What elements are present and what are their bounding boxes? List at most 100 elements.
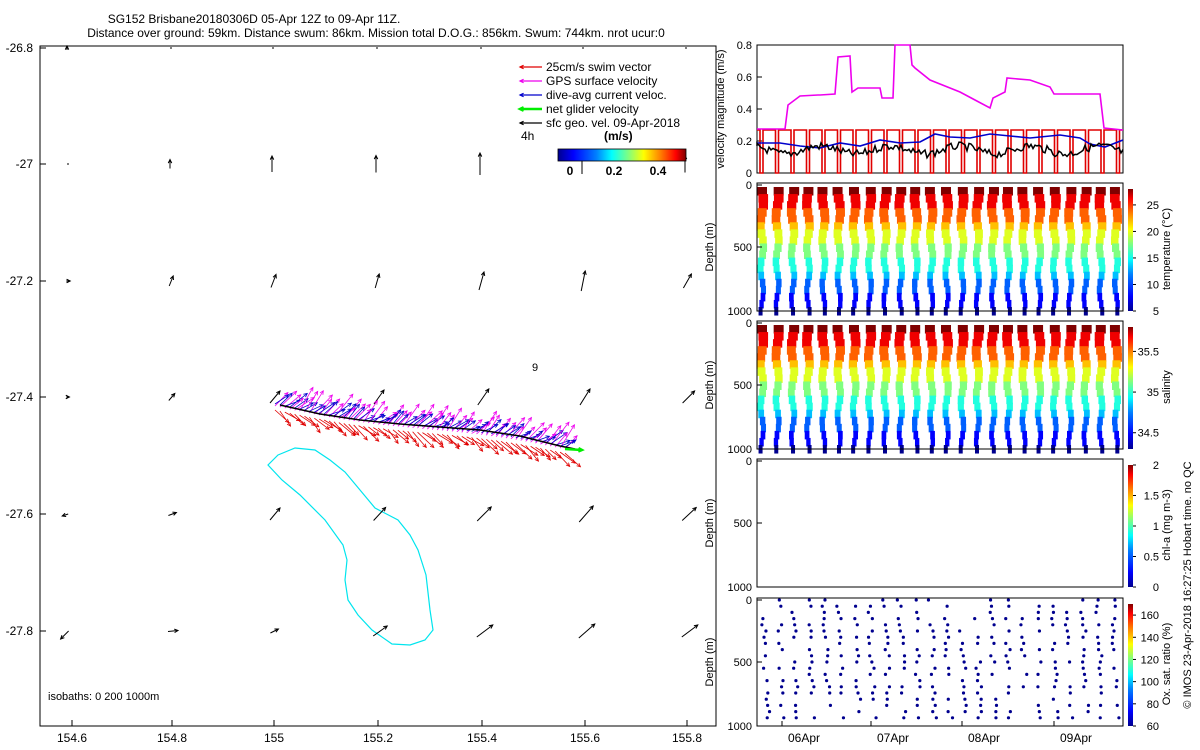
swim-vector — [343, 423, 357, 436]
salinity-sample — [926, 374, 935, 383]
current-vector-head — [360, 406, 366, 411]
salinity-sample — [957, 395, 965, 405]
temperature-sample — [975, 236, 983, 245]
oxygen-sample — [963, 697, 967, 701]
current-vector-head — [370, 415, 376, 420]
swim-vector-shaft — [486, 438, 498, 450]
temperature-sample — [987, 208, 997, 217]
oxygen-sample — [945, 629, 949, 633]
oxygen-sample — [898, 629, 902, 633]
map-x-tick-label: 154.6 — [57, 731, 87, 745]
temperature-sample — [771, 208, 781, 217]
temperature-sample — [1050, 229, 1059, 238]
current-vector-head — [571, 439, 577, 444]
temperature-sample — [804, 229, 813, 238]
temperature-sample — [868, 278, 874, 288]
gps-vector-shaft — [466, 419, 483, 434]
geo-vector-head — [61, 512, 67, 518]
swim-vector-head — [493, 445, 498, 450]
oxygen-sample — [992, 623, 996, 627]
salinity-sample — [911, 367, 920, 376]
salinity-sample — [958, 332, 969, 341]
oxygen-sample — [1006, 691, 1011, 695]
salinity-sample — [775, 423, 781, 433]
temperature-sample — [943, 278, 950, 288]
swim-vector-shaft — [564, 452, 581, 468]
temperature-sample — [972, 201, 982, 210]
temperature-sample — [805, 222, 814, 231]
oxygen-sample — [901, 635, 905, 639]
temperature-sample — [1007, 299, 1012, 309]
salinity-sample — [881, 360, 890, 369]
gps-vector-head — [357, 398, 362, 404]
salinity-sample — [1082, 360, 1091, 369]
oxygen-sample — [866, 635, 871, 639]
temperature-colorbar-tick-label: 20 — [1147, 226, 1159, 238]
chla-colorbar-tick-label: 1 — [1153, 521, 1159, 533]
oxygen-colorbar-label: Ox. sat. ratio (%) — [1161, 623, 1173, 706]
salinity-sample — [910, 374, 919, 383]
gps-vector-head — [444, 404, 449, 410]
temperature-sample — [849, 215, 858, 224]
oxygen-sample — [962, 660, 966, 664]
oxygen-sample — [822, 610, 826, 615]
geo-vector — [65, 394, 71, 400]
temperature-sample — [1006, 264, 1013, 274]
current-vector — [289, 392, 308, 408]
temperature-sample — [1050, 264, 1057, 274]
oxygen-sample — [1008, 648, 1012, 652]
temperature-sample — [788, 243, 796, 252]
oxygen-colorbar-tick-label: 60 — [1147, 721, 1159, 733]
salinity-sample — [880, 395, 888, 405]
oxygen-sample — [961, 691, 966, 695]
salinity-sample — [867, 430, 873, 440]
gps-vector-shaft — [318, 399, 332, 416]
oxygen-sample — [873, 685, 877, 689]
swim-vector — [294, 413, 307, 427]
oxygen-sample — [794, 710, 798, 714]
oxygen-sample — [958, 629, 962, 633]
swim-vector-head — [576, 462, 582, 468]
current-vector — [279, 392, 293, 406]
swim-vector — [319, 418, 334, 429]
current-vector — [314, 405, 327, 413]
swim-vector-head — [463, 441, 469, 446]
oxygen-sample — [767, 710, 772, 714]
swim-vector — [353, 424, 368, 441]
temperature-sample — [791, 271, 798, 281]
temperature-sample — [896, 285, 902, 295]
geo-vector-head — [690, 390, 696, 395]
title-line-1: SG152 Brisbane20180306D 05-Apr 12Z to 09… — [108, 12, 401, 26]
salinity-sample — [787, 388, 795, 398]
oxygen-sample — [1039, 660, 1043, 664]
salinity-sample — [1112, 416, 1118, 426]
temperature-colorbar — [1128, 189, 1133, 311]
oxygen-sample — [1036, 685, 1040, 689]
oxygen-sample — [1081, 635, 1085, 639]
temperature-sample — [990, 278, 997, 288]
temperature-colorbar-label: temperature (°C) — [1161, 208, 1173, 290]
temperature-sample — [834, 222, 843, 231]
gps-vector-head — [506, 417, 511, 423]
swim-vector-shaft — [397, 430, 409, 440]
current-vector-head — [503, 422, 508, 428]
temperature-sample — [850, 271, 857, 281]
oxygen-sample — [810, 660, 814, 664]
salinity-sample — [928, 346, 938, 355]
oxygen-sample — [792, 666, 796, 670]
temperature-sample — [956, 222, 966, 231]
temperature-sample — [973, 243, 982, 252]
salinity-sample — [757, 325, 767, 334]
current-vector-shaft — [545, 430, 564, 444]
salinity-sample — [759, 374, 767, 383]
swim-vector-head — [485, 444, 491, 449]
oxygen-sample — [779, 604, 783, 608]
swim-vector-shaft — [476, 437, 490, 449]
geo-vector — [578, 623, 596, 639]
current-vector — [343, 403, 357, 418]
salinity-sample — [1033, 325, 1044, 334]
temperature-sample — [1005, 292, 1011, 302]
oxygen-sample — [1066, 635, 1071, 639]
oxygen-sample — [933, 666, 937, 670]
